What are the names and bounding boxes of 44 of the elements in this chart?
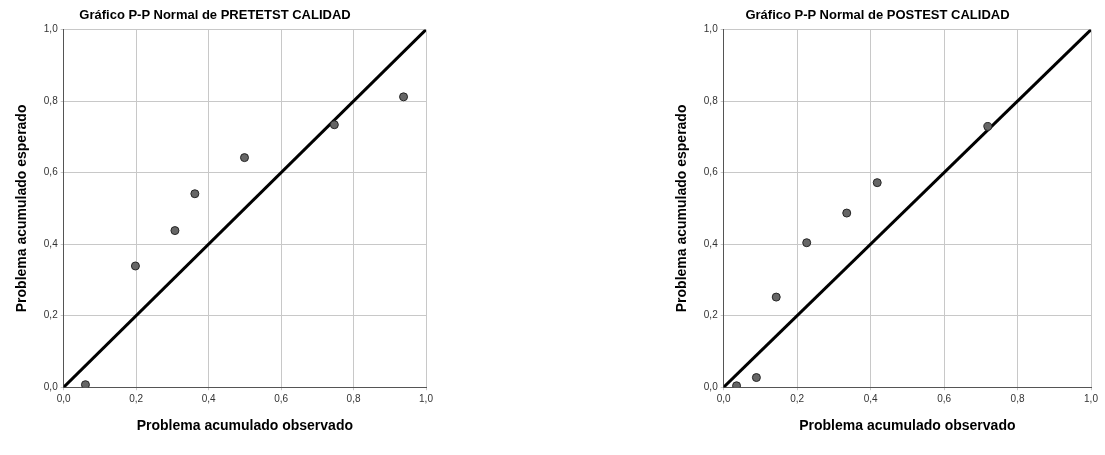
x-axis-title: Problema acumulado observado	[136, 417, 353, 434]
point	[983, 122, 993, 132]
y-tick-label: 0,2	[703, 309, 719, 321]
point	[170, 226, 180, 236]
y-axis-title: Problema acumulado esperado	[13, 104, 30, 313]
x-tick-label: 0,6	[274, 392, 289, 404]
point	[802, 238, 812, 248]
point	[329, 120, 339, 130]
point	[732, 381, 742, 388]
point	[130, 261, 140, 271]
x-tick-label: 1,0	[1084, 392, 1099, 404]
x-tick-label: 0,4	[863, 392, 879, 404]
x-tick-label: 0,0	[56, 392, 72, 404]
point	[239, 153, 249, 163]
x-tick-label: 0,4	[201, 392, 217, 404]
y-tick-label: 0,8	[43, 94, 59, 106]
y-tick-label: 0,4	[703, 237, 719, 249]
x-tick-label: 0,8	[346, 392, 361, 404]
y-tick-label: 0,2	[43, 309, 59, 321]
x-axis-title: Problema acumulado observado	[799, 417, 1016, 434]
y-tick-label: 1,0	[43, 23, 59, 35]
chart-title: Gráfico P-P Normal de POSTEST CALIDAD	[745, 7, 1010, 23]
point	[872, 178, 882, 188]
point	[751, 373, 761, 383]
point	[80, 380, 90, 388]
y-axis-title: Problema acumulado esperado	[673, 104, 690, 313]
point	[842, 208, 852, 218]
y-tick-label: 1,0	[703, 23, 719, 35]
x-tick-label: 0,6	[937, 392, 952, 404]
x-tick-label: 0,2	[129, 392, 144, 404]
y-tick-label: 0,6	[43, 166, 59, 178]
y-tick-label: 0,0	[703, 380, 719, 392]
point	[771, 292, 781, 302]
y-tick-label: 0,8	[703, 94, 719, 106]
x-tick-label: 0,2	[790, 392, 805, 404]
chart-title: Gráfico P-P Normal de PRETETST CALIDAD	[79, 7, 351, 23]
y-tick-label: 0,4	[43, 237, 59, 249]
x-tick-label: 0,0	[716, 392, 732, 404]
point	[399, 92, 409, 102]
point	[190, 189, 200, 199]
x-tick-label: 0,8	[1010, 392, 1025, 404]
y-tick-label: 0,6	[703, 166, 719, 178]
y-tick-label: 0,0	[43, 380, 59, 392]
x-tick-label: 1,0	[419, 392, 434, 404]
